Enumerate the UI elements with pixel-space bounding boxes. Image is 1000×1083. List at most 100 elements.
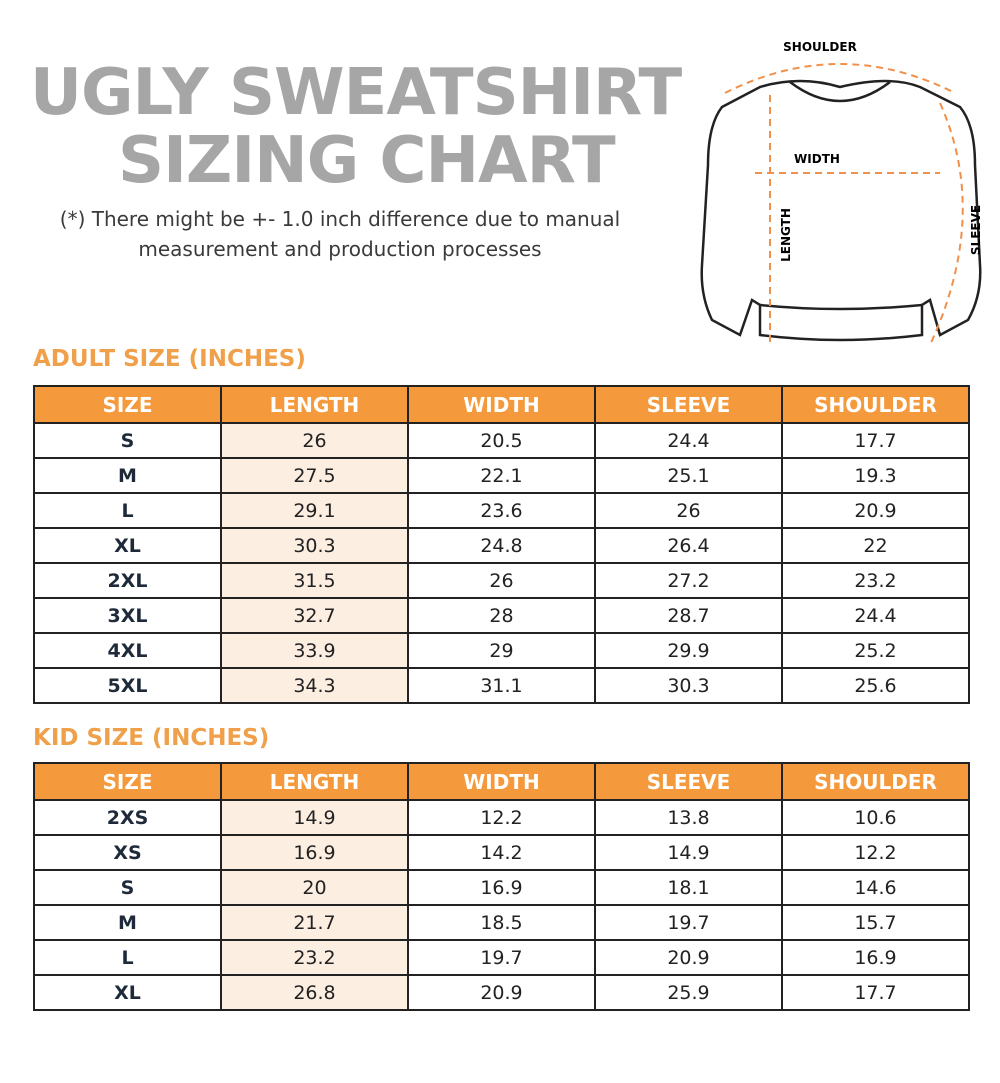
title-line-2: SIZING CHART: [118, 124, 616, 198]
measurement-cell: 25.9: [594, 974, 783, 1011]
column-header: SLEEVE: [594, 762, 783, 801]
measurement-cell: 25.1: [594, 457, 783, 494]
measurement-cell: 29.1: [220, 492, 409, 529]
adult-size-table: SIZE LENGTH WIDTH SLEEVE SHOULDER S 26 20.5 24.4…: [33, 385, 970, 704]
table-row: M 27.5 22.1 25.1 19.3: [33, 457, 970, 494]
measurement-cell: 20.9: [407, 974, 596, 1011]
size-cell: XS: [33, 834, 222, 871]
column-header: SIZE: [33, 762, 222, 801]
measurement-cell: 20.9: [781, 492, 970, 529]
column-header: LENGTH: [220, 385, 409, 424]
title-line-1: UGLY SWEATSHIRT: [30, 56, 682, 130]
measurement-cell: 24.4: [781, 597, 970, 634]
kid-size-table: SIZE LENGTH WIDTH SLEEVE SHOULDER 2XS 14.9 12.2…: [33, 762, 970, 1011]
measurement-cell: 25.6: [781, 667, 970, 704]
measurement-cell: 24.4: [594, 422, 783, 459]
measurement-cell: 22: [781, 527, 970, 564]
measurement-cell: 26.4: [594, 527, 783, 564]
measurement-cell: 26.8: [220, 974, 409, 1011]
measurement-cell: 26: [594, 492, 783, 529]
measurement-cell: 10.6: [781, 799, 970, 836]
measurement-cell: 23.6: [407, 492, 596, 529]
measurement-cell: 30.3: [594, 667, 783, 704]
size-cell: M: [33, 904, 222, 941]
measurement-cell: 20.5: [407, 422, 596, 459]
shoulder-label: SHOULDER: [783, 40, 857, 54]
size-cell: L: [33, 492, 222, 529]
kid-section-heading: KID SIZE (INCHES): [33, 725, 270, 751]
measurement-cell: 20: [220, 869, 409, 906]
measurement-cell: 15.7: [781, 904, 970, 941]
table-row: S 20 16.9 18.1 14.6: [33, 869, 970, 906]
measurement-cell: 19.7: [407, 939, 596, 976]
table-row: 3XL 32.7 28 28.7 24.4: [33, 597, 970, 634]
measurement-cell: 26: [220, 422, 409, 459]
measurement-cell: 31.5: [220, 562, 409, 599]
column-header: LENGTH: [220, 762, 409, 801]
measurement-cell: 22.1: [407, 457, 596, 494]
size-cell: XL: [33, 974, 222, 1011]
sweatshirt-outline-icon: [700, 79, 982, 342]
measurement-cell: 28: [407, 597, 596, 634]
measurement-cell: 14.9: [220, 799, 409, 836]
measurement-cell: 34.3: [220, 667, 409, 704]
length-label: LENGTH: [779, 208, 793, 262]
column-header: WIDTH: [407, 762, 596, 801]
table-row: L 23.2 19.7 20.9 16.9: [33, 939, 970, 976]
column-header: SIZE: [33, 385, 222, 424]
measurement-cell: 28.7: [594, 597, 783, 634]
table-row: XL 26.8 20.9 25.9 17.7: [33, 974, 970, 1011]
header-row: SIZE LENGTH WIDTH SLEEVE SHOULDER: [33, 762, 970, 801]
header-row: SIZE LENGTH WIDTH SLEEVE SHOULDER: [33, 385, 970, 424]
size-cell: XL: [33, 527, 222, 564]
sleeve-arrow: [929, 102, 964, 346]
measurement-cell: 18.1: [594, 869, 783, 906]
table-row: XS 16.9 14.2 14.9 12.2: [33, 834, 970, 871]
measurement-cell: 12.2: [407, 799, 596, 836]
size-cell: S: [33, 869, 222, 906]
table-row: M 21.7 18.5 19.7 15.7: [33, 904, 970, 941]
measurement-cell: 19.3: [781, 457, 970, 494]
measurement-cell: 18.5: [407, 904, 596, 941]
table-row: 2XS 14.9 12.2 13.8 10.6: [33, 799, 970, 836]
measurement-cell: 27.5: [220, 457, 409, 494]
column-header: SLEEVE: [594, 385, 783, 424]
adult-section-heading: ADULT SIZE (INCHES): [33, 346, 306, 372]
measurement-cell: 12.2: [781, 834, 970, 871]
table-row: 2XL 31.5 26 27.2 23.2: [33, 562, 970, 599]
measurement-cell: 29.9: [594, 632, 783, 669]
measurement-note: (*) There might be +- 1.0 inch differenc…: [59, 207, 621, 261]
table-row: 5XL 34.3 31.1 30.3 25.6: [33, 667, 970, 704]
size-cell: 2XS: [33, 799, 222, 836]
measurement-cell: 29: [407, 632, 596, 669]
shoulder-arrow: [724, 63, 956, 94]
measurement-cell: 16.9: [220, 834, 409, 871]
measurement-cell: 17.7: [781, 974, 970, 1011]
width-label: WIDTH: [794, 152, 840, 166]
size-cell: L: [33, 939, 222, 976]
size-cell: 5XL: [33, 667, 222, 704]
measurement-cell: 23.2: [781, 562, 970, 599]
measurement-cell: 30.3: [220, 527, 409, 564]
measurement-cell: 24.8: [407, 527, 596, 564]
measurement-cell: 14.6: [781, 869, 970, 906]
column-header: WIDTH: [407, 385, 596, 424]
measurement-cell: 32.7: [220, 597, 409, 634]
measurement-cell: 20.9: [594, 939, 783, 976]
size-cell: M: [33, 457, 222, 494]
table-row: 4XL 33.9 29 29.9 25.2: [33, 632, 970, 669]
measurement-cell: 23.2: [220, 939, 409, 976]
size-cell: 3XL: [33, 597, 222, 634]
column-header: SHOULDER: [781, 762, 970, 801]
measurement-cell: 14.9: [594, 834, 783, 871]
measurement-cell: 14.2: [407, 834, 596, 871]
sweatshirt-diagram: SHOULDER WIDTH LENGTH SLEEVE: [700, 40, 983, 346]
measurement-cell: 27.2: [594, 562, 783, 599]
sleeve-label: SLEEVE: [969, 205, 983, 255]
measurement-cell: 16.9: [781, 939, 970, 976]
measurement-cell: 17.7: [781, 422, 970, 459]
column-header: SHOULDER: [781, 385, 970, 424]
measurement-cell: 21.7: [220, 904, 409, 941]
measurement-cell: 33.9: [220, 632, 409, 669]
